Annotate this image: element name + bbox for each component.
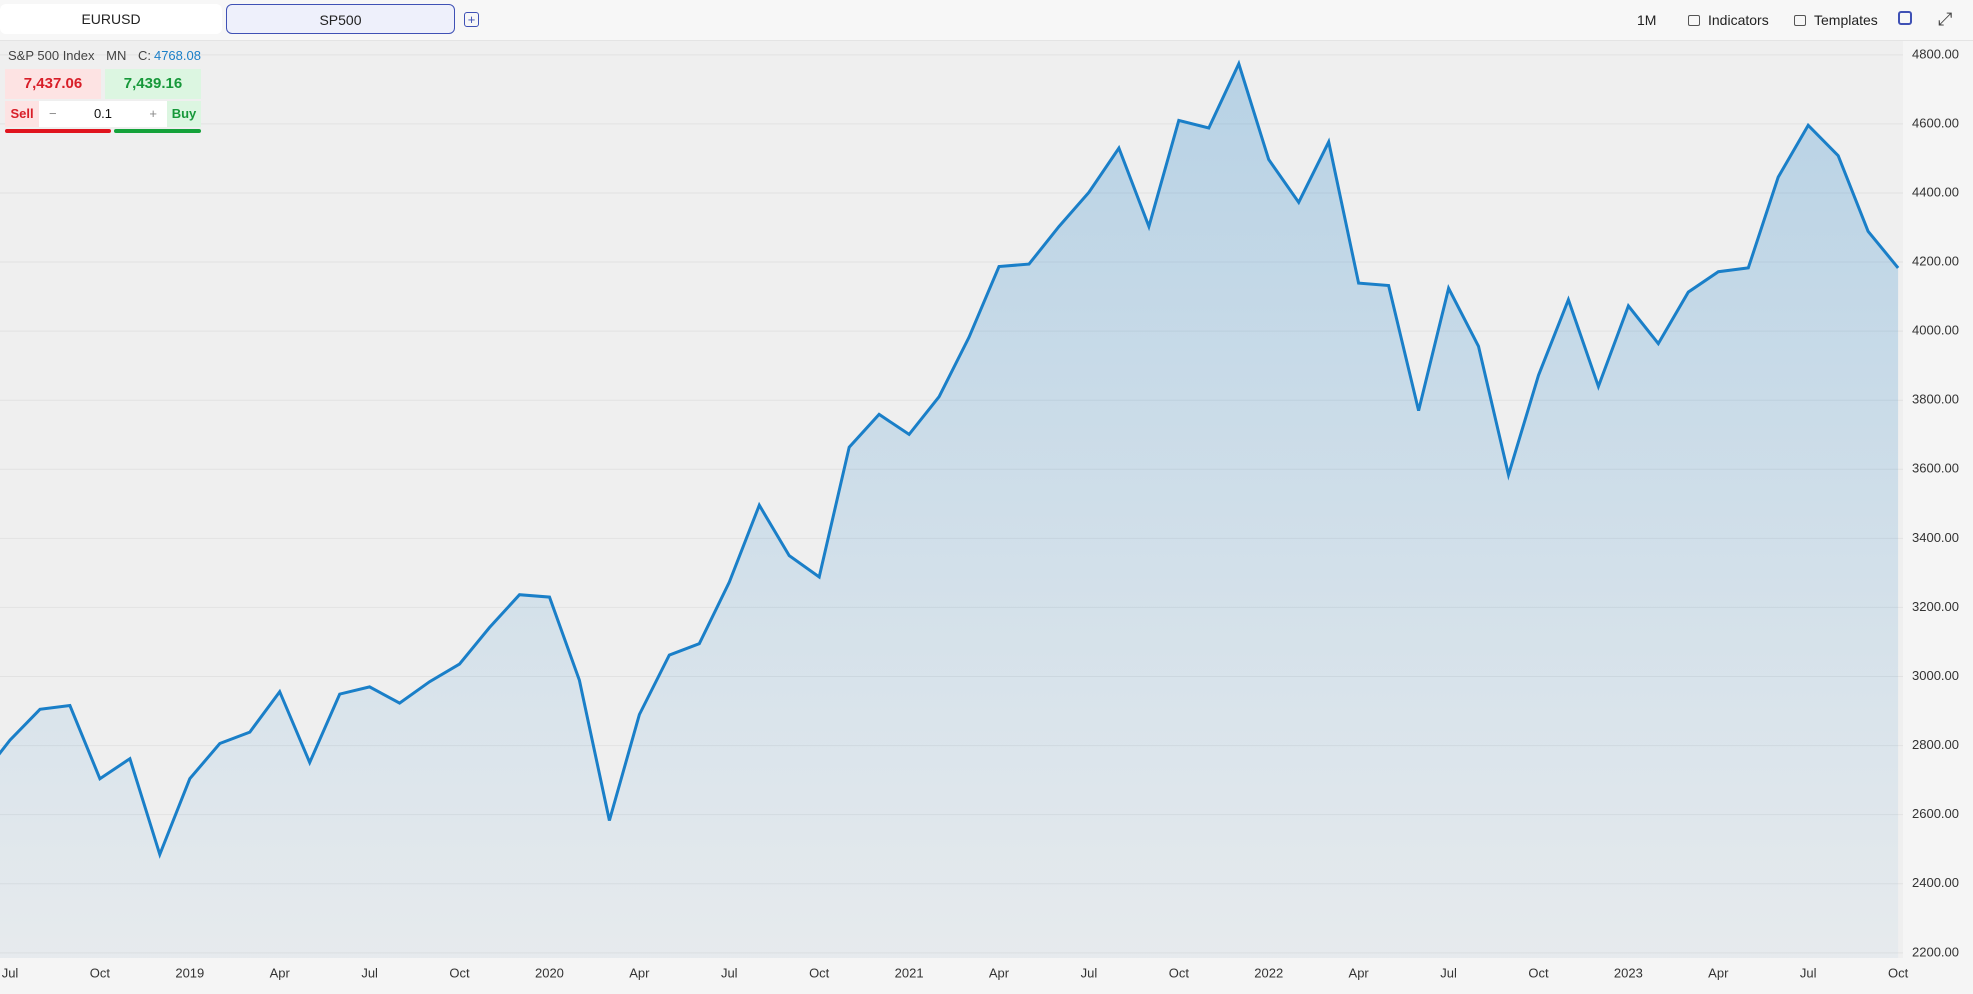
x-tick-label: Jul <box>721 965 738 980</box>
sell-button[interactable]: Sell <box>5 101 39 127</box>
y-tick-label: 3200.00 <box>1912 599 1959 614</box>
add-tab-button[interactable]: + <box>464 12 479 27</box>
buy-button[interactable]: Buy <box>167 101 201 127</box>
toolbar: EURUSD SP500 + 1M Indicators Templates ⤢ <box>0 0 1973 41</box>
indicators-button[interactable]: Indicators <box>1688 10 1769 30</box>
x-tick-label: Jul <box>1440 965 1457 980</box>
x-tick-label: Jul <box>1081 965 1098 980</box>
area-fill <box>0 63 1899 958</box>
x-tick-label: Oct <box>90 965 111 980</box>
y-tick-label: 2400.00 <box>1912 875 1959 890</box>
templates-label: Templates <box>1814 12 1878 28</box>
chart-info: S&P 500 Index MN C: 4768.08 <box>8 48 209 63</box>
close-label: C: <box>137 48 151 63</box>
x-tick-label: Jul <box>2 965 19 980</box>
x-tick-label: Jul <box>1800 965 1817 980</box>
x-tick-label: Oct <box>809 965 830 980</box>
symbol-tab[interactable]: EURUSD <box>0 4 222 34</box>
x-tick-label: Oct <box>449 965 470 980</box>
y-tick-label: 3800.00 <box>1912 392 1959 407</box>
axes: 2200.00 2400.00 2600.00 2800.00 3000.00 3200.… <box>2 46 1959 980</box>
y-tick-label: 3000.00 <box>1912 668 1959 683</box>
period: MN <box>106 48 127 63</box>
x-tick-label: Jul <box>361 965 378 980</box>
x-tick-label: 2021 <box>895 965 924 980</box>
x-axis-panel <box>0 958 1903 994</box>
y-tick-label: 2600.00 <box>1912 806 1959 821</box>
x-tick-label: 2023 <box>1614 965 1643 980</box>
close-value: 4768.08 <box>153 48 201 63</box>
x-tick-label: Apr <box>270 965 291 980</box>
x-tick-label: Apr <box>629 965 650 980</box>
sell-underline <box>5 129 111 133</box>
x-tick-label: 2019 <box>175 965 204 980</box>
x-tick-label: 2020 <box>535 965 564 980</box>
y-axis-panel <box>1903 41 1973 994</box>
x-tick-label: 2022 <box>1254 965 1283 980</box>
x-tick-label: Apr <box>989 965 1010 980</box>
buy-underline <box>114 129 201 133</box>
layout-button[interactable] <box>1898 11 1912 25</box>
y-tick-label: 4600.00 <box>1912 115 1959 130</box>
decrease-button[interactable]: − <box>49 106 57 121</box>
y-tick-label: 4200.00 <box>1912 253 1959 268</box>
x-tick-label: Oct <box>1528 965 1549 980</box>
templates-button[interactable]: Templates <box>1794 10 1878 30</box>
plot <box>0 59 1900 958</box>
quantity: 0.1 <box>93 106 113 121</box>
y-tick-label: 3400.00 <box>1912 530 1959 545</box>
y-tick-label: 2200.00 <box>1912 944 1959 959</box>
timeframe-button[interactable]: 1M <box>1637 12 1657 28</box>
y-tick-label: 4400.00 <box>1912 184 1959 199</box>
indicators-label: Indicators <box>1708 12 1769 28</box>
sell-price[interactable]: 7,437.06 <box>5 69 101 99</box>
price-line <box>0 59 1900 859</box>
y-tick-label: 2800.00 <box>1912 737 1959 752</box>
buy-price[interactable]: 7,439.16 <box>105 69 201 99</box>
x-tick-label: Oct <box>1888 965 1909 980</box>
increase-button[interactable]: + <box>149 106 157 121</box>
y-tick-label: 4800.00 <box>1912 46 1959 61</box>
y-tick-label: 3600.00 <box>1912 461 1959 476</box>
x-tick-label: Apr <box>1349 965 1370 980</box>
x-tick-label: Apr <box>1708 965 1729 980</box>
y-tick-label: 4000.00 <box>1912 323 1959 338</box>
fullscreen-button[interactable]: ⤢ <box>1938 9 1953 29</box>
quantity-field[interactable]: − 0.1 + <box>39 101 167 127</box>
symbol-tab-active[interactable]: SP500 <box>226 4 455 34</box>
symbol-name: S&P 500 Index <box>8 48 95 63</box>
trade-widget: 7,437.06 7,439.16 Sell − 0.1 + Buy <box>5 67 201 135</box>
x-tick-label: Oct <box>1169 965 1190 980</box>
